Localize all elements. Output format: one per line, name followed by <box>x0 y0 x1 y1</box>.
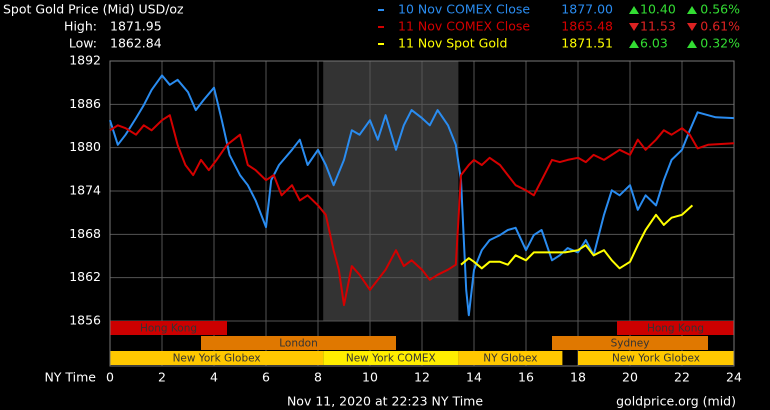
legend-close: 1871.51 <box>561 36 613 51</box>
x-tick-label: 24 <box>726 370 742 385</box>
price-line <box>109 114 735 307</box>
x-tick-label: 20 <box>622 370 638 385</box>
session-label: Hong Kong <box>140 323 197 335</box>
session-label: New York COMEX <box>346 353 436 365</box>
legend-change-pct: 0.32% <box>700 36 740 51</box>
session-label: Hong Kong <box>647 323 704 335</box>
session-label: New York Globex <box>612 353 700 365</box>
legend-change-pct: 0.61% <box>700 19 740 34</box>
session-label: NY Globex <box>483 353 537 365</box>
stat-value: 1862.84 <box>110 36 162 51</box>
legend-change: 10.40 <box>640 2 676 17</box>
source: goldprice.org (mid) <box>616 394 736 409</box>
chart-title: Spot Gold Price (Mid) USD/oz <box>3 2 184 17</box>
session-bar <box>617 321 734 335</box>
x-tick-label: 10 <box>362 370 378 385</box>
legend-label: 11 Nov Spot Gold <box>398 36 507 51</box>
y-tick-label: 1862 <box>69 269 101 284</box>
y-tick-label: 1886 <box>69 96 101 111</box>
x-tick-label: 14 <box>466 370 482 385</box>
change-arrow <box>629 6 639 14</box>
x-tick-label: 18 <box>570 370 586 385</box>
legend-change: 11.53 <box>640 19 676 34</box>
session-label: London <box>279 338 318 350</box>
change-arrow <box>629 23 639 31</box>
y-tick-label: 1880 <box>69 139 101 154</box>
legend-label: 10 Nov COMEX Close <box>398 2 530 17</box>
legend-change: 6.03 <box>640 36 668 51</box>
session-bar <box>552 336 708 350</box>
change-arrow <box>687 23 697 31</box>
footer: Nov 11, 2020 at 22:23 NY Time <box>287 394 483 409</box>
price-line <box>460 204 694 270</box>
x-tick-label: 16 <box>518 370 534 385</box>
change-arrow <box>687 40 697 48</box>
session-bar <box>458 351 563 365</box>
y-tick-label: 1892 <box>69 53 101 68</box>
stat-label: High: <box>64 19 97 34</box>
session-bar <box>110 351 324 365</box>
plot-frame <box>109 60 735 367</box>
legend-close: 1865.48 <box>561 19 613 34</box>
x-tick-label: 8 <box>314 370 322 385</box>
price-line <box>109 74 735 317</box>
y-tick-label: 1856 <box>69 313 101 328</box>
x-tick-label: 4 <box>210 370 218 385</box>
y-tick-label: 1874 <box>69 183 101 198</box>
session-bar <box>201 336 396 350</box>
stat-value: 1871.95 <box>110 19 162 34</box>
x-tick-label: 2 <box>158 370 166 385</box>
session-bar <box>110 321 227 335</box>
x-tick-label: 0 <box>106 370 114 385</box>
legend-close: 1877.00 <box>561 2 613 17</box>
x-tick-label: 22 <box>674 370 690 385</box>
y-tick-label: 1868 <box>69 226 101 241</box>
legend-change-pct: 0.56% <box>700 2 740 17</box>
session-bar <box>578 351 734 365</box>
change-arrow <box>629 40 639 48</box>
legend-label: 11 Nov COMEX Close <box>398 19 530 34</box>
x-tick-label: 6 <box>262 370 270 385</box>
session-label: New York Globex <box>173 353 261 365</box>
x-axis-label: NY Time <box>44 370 96 385</box>
session-label: Sydney <box>611 338 650 350</box>
stat-label: Low: <box>69 36 97 51</box>
session-bar <box>323 351 459 365</box>
x-tick-label: 12 <box>414 370 430 385</box>
change-arrow <box>687 6 697 14</box>
